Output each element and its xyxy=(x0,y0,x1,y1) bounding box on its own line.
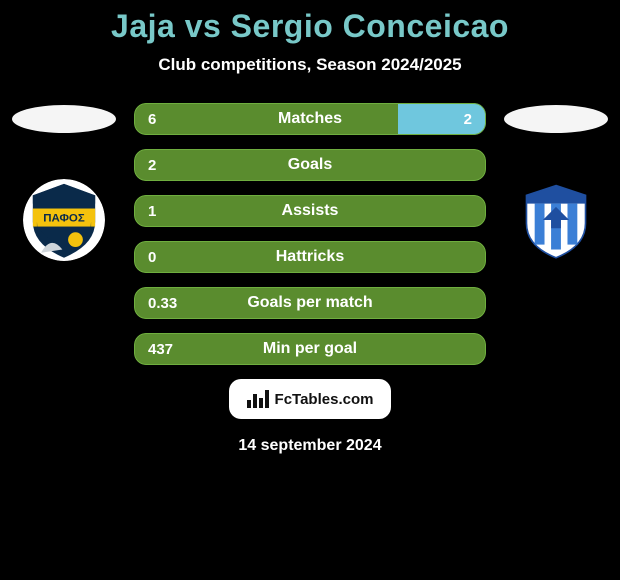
right-player-silhouette xyxy=(504,105,608,133)
stats-column: 6 Matches 2 2 Goals 1 Assists xyxy=(134,103,486,365)
stat-left-value: 6 xyxy=(148,103,156,135)
stat-bar-assists: 1 Assists xyxy=(134,195,486,227)
stat-label: Assists xyxy=(282,202,339,220)
stat-left-value: 0 xyxy=(148,241,156,273)
stat-left-value: 0.33 xyxy=(148,287,177,319)
footer: FcTables.com 14 september 2024 xyxy=(0,379,620,455)
svg-text:ΠΑΦΟΣ: ΠΑΦΟΣ xyxy=(43,213,85,225)
stat-left-fill xyxy=(134,103,398,135)
left-club-badge: ΠΑΦΟΣ xyxy=(23,179,105,261)
stat-label: Matches xyxy=(278,110,342,128)
stat-bar-hattricks: 0 Hattricks xyxy=(134,241,486,273)
right-club-badge xyxy=(515,179,597,261)
main-row: ΠΑΦΟΣ 6 Matches 2 2 xyxy=(0,103,620,365)
stat-label: Goals xyxy=(288,156,332,174)
stat-left-value: 2 xyxy=(148,149,156,181)
pafos-badge-icon: ΠΑΦΟΣ xyxy=(23,179,105,261)
stat-bar-gpm: 0.33 Goals per match xyxy=(134,287,486,319)
stat-label: Goals per match xyxy=(247,294,372,312)
left-player-silhouette xyxy=(12,105,116,133)
stat-left-value: 1 xyxy=(148,195,156,227)
page-title: Jaja vs Sergio Conceicao xyxy=(0,8,620,45)
stat-label: Min per goal xyxy=(263,340,357,358)
stat-bar-goals: 2 Goals xyxy=(134,149,486,181)
left-player-col: ΠΑΦΟΣ xyxy=(12,103,116,261)
stat-bar-matches: 6 Matches 2 xyxy=(134,103,486,135)
page-subtitle: Club competitions, Season 2024/2025 xyxy=(0,55,620,75)
stat-label: Hattricks xyxy=(276,248,344,266)
stat-left-value: 437 xyxy=(148,333,173,365)
date-text: 14 september 2024 xyxy=(238,437,381,455)
right-player-col xyxy=(504,103,608,261)
stat-right-fill xyxy=(398,103,486,135)
anorthosis-badge-icon xyxy=(515,179,597,261)
stat-right-value: 2 xyxy=(464,103,472,135)
branding-pill: FcTables.com xyxy=(229,379,391,419)
fctables-bars-icon xyxy=(247,390,269,408)
branding-text: FcTables.com xyxy=(275,391,374,408)
infographic-root: Jaja vs Sergio Conceicao Club competitio… xyxy=(0,0,620,455)
stat-bar-mpg: 437 Min per goal xyxy=(134,333,486,365)
